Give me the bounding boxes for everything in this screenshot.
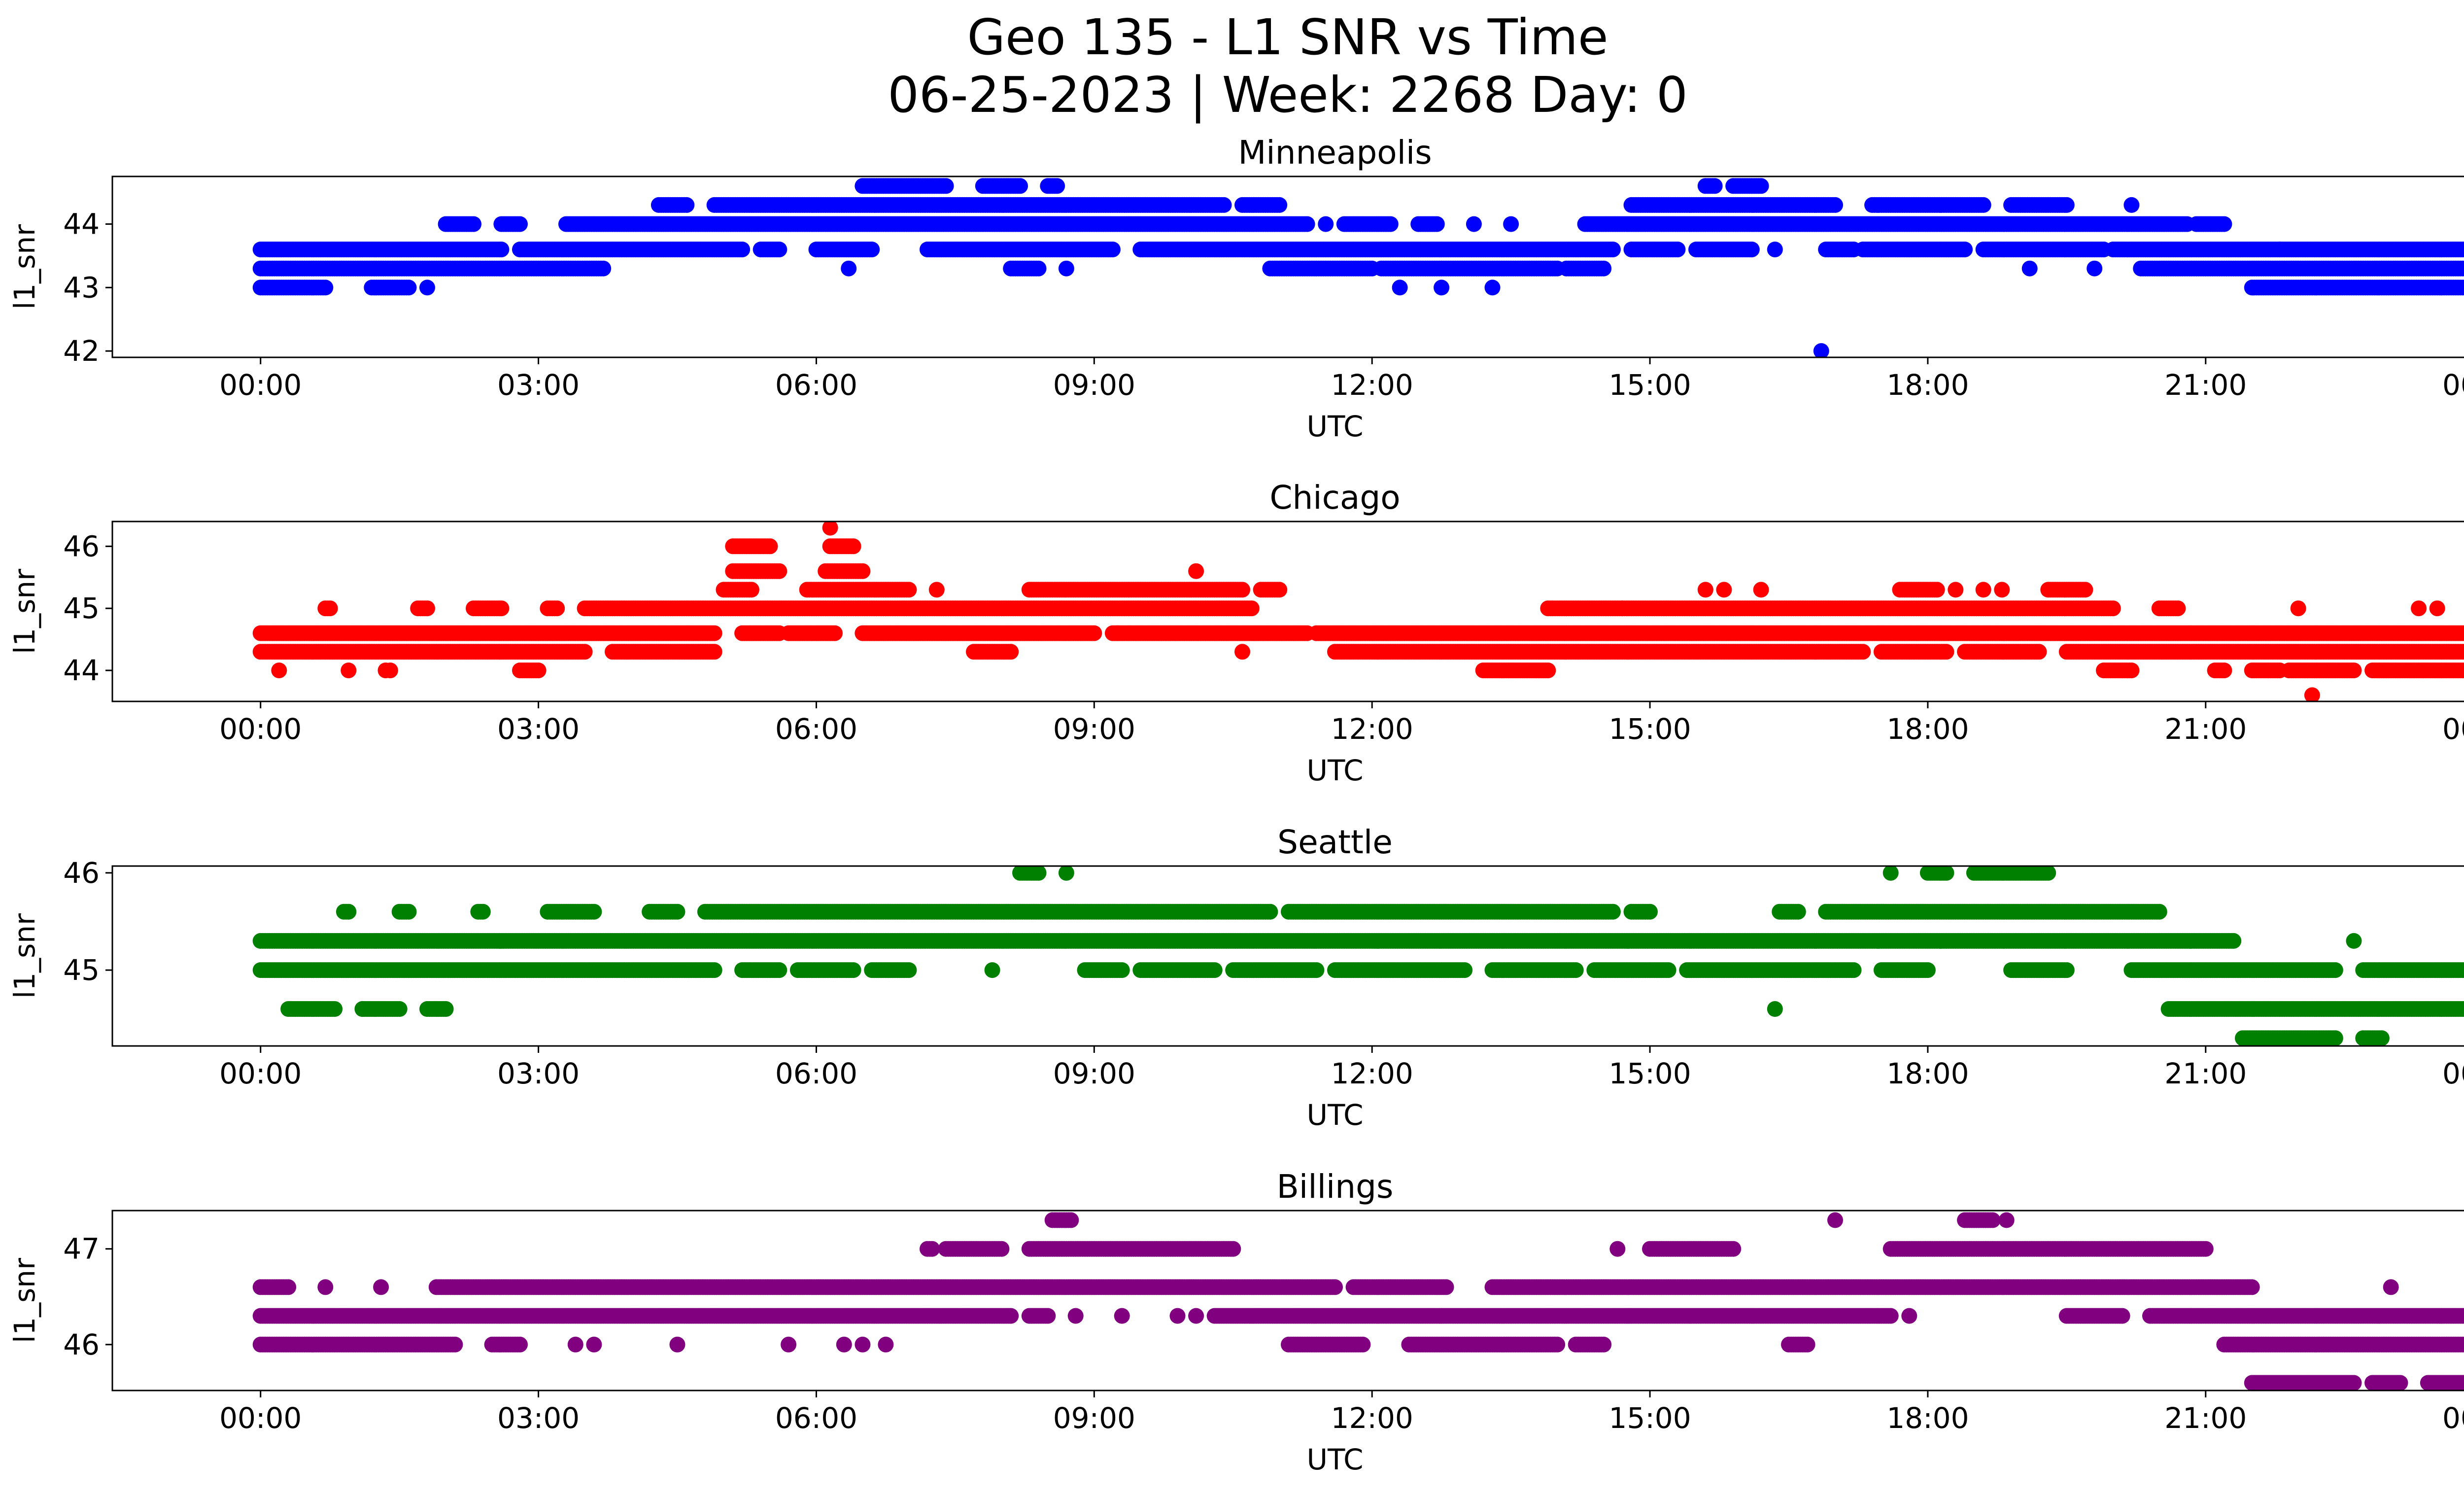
subplot-title: Minneapolis (1238, 134, 1432, 172)
data-point (1243, 600, 1260, 617)
data-point (1299, 216, 1315, 232)
data-point (771, 242, 787, 258)
data-point (1744, 242, 1760, 258)
data-point (1605, 242, 1621, 258)
x-axis-label: UTC (1307, 410, 1364, 443)
data-point (1827, 197, 1843, 213)
y-tick-label: 42 (63, 334, 100, 368)
data-point (1670, 242, 1686, 258)
data-point (1975, 197, 1991, 213)
axes-frame (111, 175, 2464, 358)
data-point (2031, 644, 2047, 660)
data-point (2272, 242, 2288, 258)
x-tick-label: 21:00 (2164, 368, 2247, 402)
data-point (2087, 260, 2103, 277)
data-point (1503, 216, 1519, 232)
data-point (1271, 582, 1288, 598)
data-point (1813, 343, 1829, 357)
data-point (1596, 260, 1612, 277)
data-point (549, 600, 565, 617)
figure-title-line1: Geo 135 - L1 SNR vs Time (967, 8, 1608, 66)
data-point (322, 600, 338, 617)
data-point (2216, 216, 2232, 232)
data-point (2462, 282, 2464, 293)
data-point (1429, 216, 1445, 232)
data-point (1104, 242, 1121, 258)
data-point (2077, 582, 2093, 598)
data-point (2058, 197, 2075, 213)
data-point (1086, 625, 1102, 641)
data-point (530, 662, 547, 679)
x-tick-label: 00:00 (219, 368, 302, 402)
data-point (901, 582, 917, 598)
data-point (1049, 178, 1065, 194)
x-tick-label: 15:00 (1608, 368, 1691, 402)
data-point (419, 279, 435, 296)
data-point (1392, 279, 1408, 296)
data-point (1271, 197, 1288, 213)
y-axis-label: l1_snr (8, 224, 41, 310)
data-point (706, 644, 722, 660)
data-point (1938, 644, 1954, 660)
data-point (864, 242, 880, 258)
data-point (512, 216, 528, 232)
data-point (1484, 279, 1501, 296)
data-point (1234, 582, 1250, 598)
data-point (1855, 644, 1871, 660)
data-point (2170, 600, 2186, 617)
subplot-title: Chicago (1269, 479, 1400, 517)
data-point (2462, 627, 2464, 639)
data-point (1434, 279, 1450, 296)
data-point (493, 600, 510, 617)
x-tick-label: 09:00 (1053, 368, 1135, 402)
data-point (1707, 178, 1723, 194)
data-point (938, 178, 954, 194)
data-point (2123, 197, 2140, 213)
data-point (1058, 260, 1074, 277)
data-point (1012, 178, 1028, 194)
data-points (252, 178, 2464, 357)
data-points (252, 522, 2464, 701)
data-point (2462, 646, 2464, 658)
data-point (1030, 260, 1047, 277)
data-point (734, 242, 751, 258)
data-point (1003, 644, 1019, 660)
x-tick-label: 18:00 (1886, 368, 1969, 402)
data-point (743, 582, 759, 598)
data-point (2105, 600, 2121, 617)
data-point (419, 600, 435, 617)
data-point (706, 625, 722, 641)
data-point (2021, 260, 2038, 277)
data-point (1929, 582, 1945, 598)
y-tick-label: 44 (63, 208, 100, 241)
data-point (1753, 178, 1769, 194)
data-point (466, 216, 481, 232)
data-point (493, 242, 510, 258)
data-point (2462, 263, 2464, 274)
data-point (827, 625, 843, 641)
data-point (577, 644, 593, 660)
data-point (1767, 242, 1783, 258)
data-point (317, 279, 334, 296)
data-point (2462, 243, 2464, 255)
subplot-minneapolis: Minneapolis 00:00 03:00 06:00 09:00 12:00 15:0… (8, 134, 2464, 443)
data-point (841, 260, 857, 277)
figure-title-line2: 06-25-2023 | Week: 2268 Day: 0 (888, 66, 1688, 124)
data-point (1466, 216, 1482, 232)
data-point (679, 197, 695, 213)
x-tick-label: 06:00 (775, 368, 857, 402)
data-point (595, 260, 612, 277)
x-tick-label: 12:00 (1331, 368, 1413, 402)
data-point (401, 279, 417, 296)
data-point (1957, 242, 1973, 258)
data-point (1216, 197, 1232, 213)
data-point (1318, 216, 1334, 232)
x-tick-label: 03:00 (497, 368, 580, 402)
data-point (1382, 216, 1399, 232)
y-tick-label: 43 (63, 271, 100, 304)
x-tick-label: 00:00 (2442, 368, 2464, 402)
